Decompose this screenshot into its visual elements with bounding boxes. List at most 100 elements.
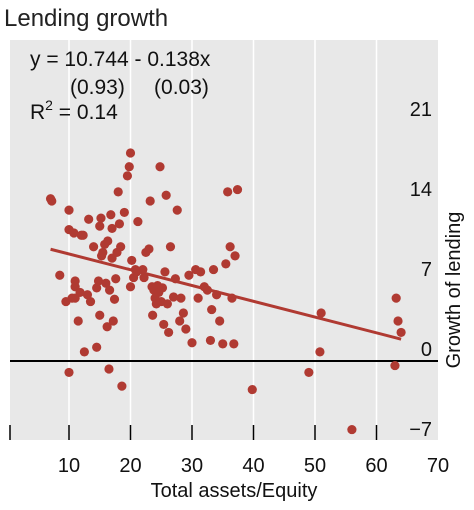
data-point [125, 282, 136, 292]
x-tick-label: 70 [427, 455, 449, 477]
data-point [393, 316, 403, 326]
x-tick-labels: 10 20 30 40 50 60 70 [9, 425, 449, 477]
plot-background [10, 40, 438, 440]
data-point [193, 293, 203, 303]
data-point [145, 196, 155, 206]
data-point [164, 327, 174, 338]
data-point [117, 381, 127, 391]
data-point [127, 255, 137, 266]
data-point [162, 299, 172, 309]
data-point [168, 292, 179, 302]
data-point [172, 205, 182, 215]
data-point [82, 290, 93, 300]
data-point [165, 242, 176, 252]
data-point [205, 335, 216, 346]
data-point [96, 213, 106, 223]
data-points [45, 148, 406, 435]
data-point [119, 207, 129, 218]
data-point [84, 214, 94, 224]
y-axis-label: Growth of lending [443, 212, 465, 369]
data-point [178, 308, 188, 318]
data-point [101, 278, 111, 288]
y-tick-label: −7 [409, 419, 432, 441]
x-tick-label: 10 [58, 455, 80, 477]
r-squared-suffix: = 0.14 [53, 101, 118, 124]
data-point [78, 230, 88, 240]
data-point [107, 223, 117, 234]
y-tick-label: 0 [421, 339, 432, 361]
data-point [347, 424, 357, 435]
data-point [390, 360, 400, 371]
data-point [221, 259, 231, 269]
data-point [103, 236, 113, 246]
data-point [184, 270, 194, 280]
y-tick-label: 7 [421, 259, 432, 281]
data-point [95, 221, 105, 231]
data-point [215, 316, 225, 326]
data-point [208, 264, 219, 275]
data-point [122, 171, 133, 181]
data-point [196, 267, 206, 277]
data-point [114, 219, 125, 229]
data-point [104, 285, 115, 295]
data-point [93, 276, 104, 286]
data-point [70, 276, 80, 286]
data-point [109, 294, 120, 304]
standard-errors: (0.93) (0.03) [70, 76, 209, 99]
data-point [124, 162, 134, 172]
data-point [396, 327, 406, 338]
data-point [144, 244, 154, 254]
data-point [102, 322, 112, 332]
data-point [79, 347, 89, 357]
data-point [55, 270, 65, 280]
data-point [175, 316, 185, 326]
data-point [181, 324, 191, 334]
data-point [47, 196, 57, 206]
data-point [111, 274, 121, 284]
data-point [229, 339, 239, 349]
data-point [108, 316, 118, 326]
x-tick-label: 60 [365, 455, 387, 477]
x-tick-label: 40 [242, 455, 264, 477]
data-point [391, 293, 401, 303]
data-point [176, 293, 186, 303]
data-point [225, 242, 235, 252]
r-squared: R2 = 0.14 [30, 97, 118, 124]
data-point [92, 342, 102, 352]
x-tick-label: 30 [181, 455, 203, 477]
data-point [85, 296, 96, 307]
data-point [207, 304, 217, 315]
y-tick-label: 21 [410, 99, 432, 121]
data-point [95, 310, 105, 320]
data-point [159, 319, 169, 330]
data-point [247, 384, 257, 395]
data-point [218, 339, 228, 349]
data-point [106, 210, 116, 220]
data-point [316, 308, 326, 318]
data-point [116, 242, 126, 252]
data-point [304, 367, 314, 378]
y-tick-label: 14 [410, 179, 432, 201]
data-point [157, 283, 168, 293]
data-point [223, 187, 233, 197]
data-point [155, 162, 165, 172]
data-point [89, 242, 99, 252]
x-tick-label: 20 [119, 455, 141, 477]
data-point [187, 338, 197, 348]
data-point [133, 216, 143, 227]
data-point [104, 364, 114, 374]
data-point [161, 190, 171, 200]
regression-line [50, 247, 402, 341]
regression-equation: y = 10.744 - 0.138x [30, 48, 211, 71]
data-point [75, 287, 85, 298]
y-tick-labels: 21 14 7 0 −7 [409, 99, 432, 441]
r-squared-superscript: 2 [45, 97, 53, 113]
data-point [232, 184, 243, 195]
data-point [125, 148, 136, 158]
data-point [230, 251, 240, 261]
data-point [64, 205, 74, 215]
chart-title: Lending growth [4, 5, 168, 32]
data-point [315, 347, 325, 357]
data-point [73, 316, 83, 326]
